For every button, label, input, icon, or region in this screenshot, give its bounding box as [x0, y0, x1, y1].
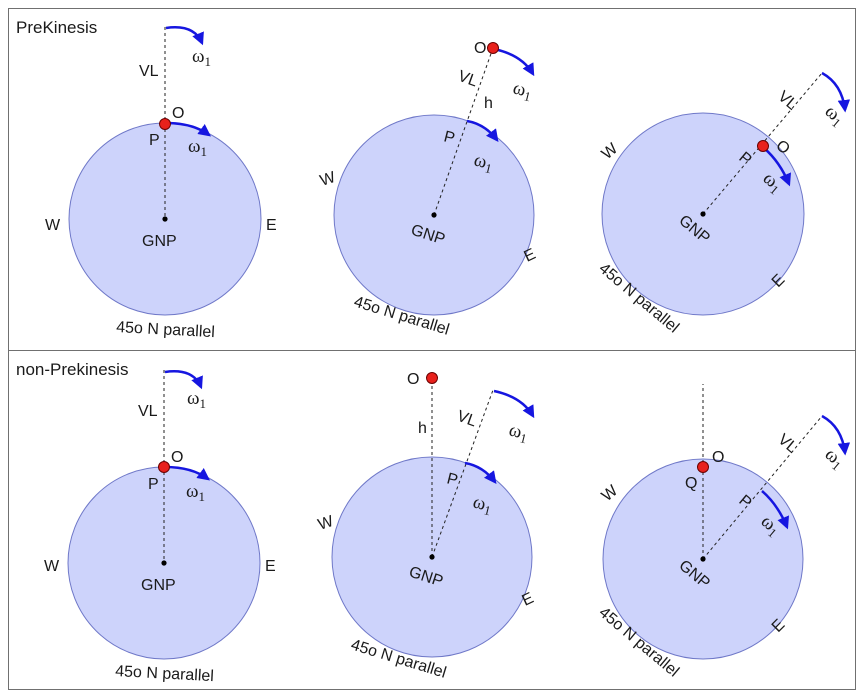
center-label: GNP: [142, 233, 177, 250]
panel-non-prekinesis: non-Prekinesis VL ω1 O P ω1 W E GNP 45o …: [16, 360, 851, 685]
observer-dot: [426, 372, 438, 384]
center-dot: [700, 556, 706, 562]
panel-frame: [8, 8, 856, 690]
omega-arrow-arc: [761, 490, 789, 530]
panel-prekinesis: PreKinesis VL ω1 O P ω1 W E GNP 45o N pa…: [16, 18, 851, 341]
omega-arc-label: ω1: [470, 491, 494, 518]
omega-arc-label: ω1: [471, 149, 495, 176]
height-label: h: [418, 420, 427, 437]
center-dot: [431, 212, 437, 218]
vertical-line: [702, 415, 823, 560]
west-label: W: [45, 217, 61, 234]
observer-dot: [158, 461, 170, 473]
vertical-label: VL: [455, 408, 479, 431]
vertical-label: VL: [138, 403, 158, 420]
east-label: E: [522, 246, 539, 266]
diagram-4: VL ω1 O P ω1 W E GNP 45o N parallel: [44, 370, 276, 685]
center-dot: [161, 560, 167, 566]
observer-dot: [697, 461, 709, 473]
diagram-1: VL ω1 O P ω1 W E GNP 45o N parallel: [45, 26, 277, 341]
panel-title: non-Prekinesis: [16, 360, 128, 379]
height-label: h: [484, 95, 493, 112]
point-label: P: [148, 476, 159, 493]
omega-arrow-top: [493, 389, 535, 419]
vertical-label: VL: [456, 68, 480, 91]
omega-top-label: ω1: [187, 388, 206, 411]
center-dot: [429, 554, 435, 560]
center-label: GNP: [141, 577, 176, 594]
observer-dot: [757, 140, 769, 152]
vertical-label: VL: [774, 431, 800, 457]
vertical-label: VL: [139, 63, 159, 80]
observer-label: O: [407, 371, 419, 388]
west-label: W: [318, 169, 338, 190]
observer-label: O: [172, 105, 184, 122]
omega-arrow-top: [493, 47, 535, 77]
point-label: P: [442, 128, 456, 147]
observer-dot: [487, 42, 499, 54]
observer-dot: [159, 118, 171, 130]
parallel-label: 45o N parallel: [116, 319, 215, 341]
omega-arc-label: ω1: [188, 136, 207, 159]
point-label: P: [445, 470, 459, 489]
observer-label: O: [474, 40, 486, 57]
diagram-5: O h VL ω1 P ω1 W GNP E 45o N parallel: [316, 371, 536, 682]
omega-arrow-arc: [464, 461, 497, 484]
west-label: W: [599, 482, 622, 505]
east-label: E: [520, 590, 537, 610]
vertical-label: VL: [774, 88, 800, 114]
diagram-2: O VL h ω1 P ω1 W GNP E 45o N parallel: [318, 40, 538, 339]
omega-top-label: ω1: [510, 77, 534, 104]
east-label: E: [266, 217, 277, 234]
diagram-3: VL ω1 O P ω1 W GNP E 45o N parallel: [595, 71, 851, 337]
omega-arrow-top: [165, 26, 204, 46]
extra-point-label: Q: [685, 475, 697, 492]
omega-arrow-arc: [466, 119, 499, 142]
omega-arc-label: ω1: [186, 481, 205, 504]
center-dot: [700, 211, 706, 217]
omega-arrow-top: [821, 71, 851, 113]
omega-top-label: ω1: [506, 419, 530, 446]
omega-arrow-top: [821, 414, 851, 456]
observer-label: O: [171, 449, 183, 466]
observer-label: O: [712, 449, 724, 466]
center-dot: [162, 216, 168, 222]
west-label: W: [316, 513, 336, 534]
panel-title: PreKinesis: [16, 18, 97, 37]
east-label: E: [265, 558, 276, 575]
point-label: P: [149, 132, 160, 149]
west-label: W: [44, 558, 60, 575]
parallel-label: 45o N parallel: [115, 663, 214, 685]
omega-arrow-top: [164, 370, 203, 390]
diagram-6: O Q VL ω1 P ω1 W GNP E 45o N parallel: [595, 384, 851, 681]
omega-top-label: ω1: [192, 46, 211, 69]
